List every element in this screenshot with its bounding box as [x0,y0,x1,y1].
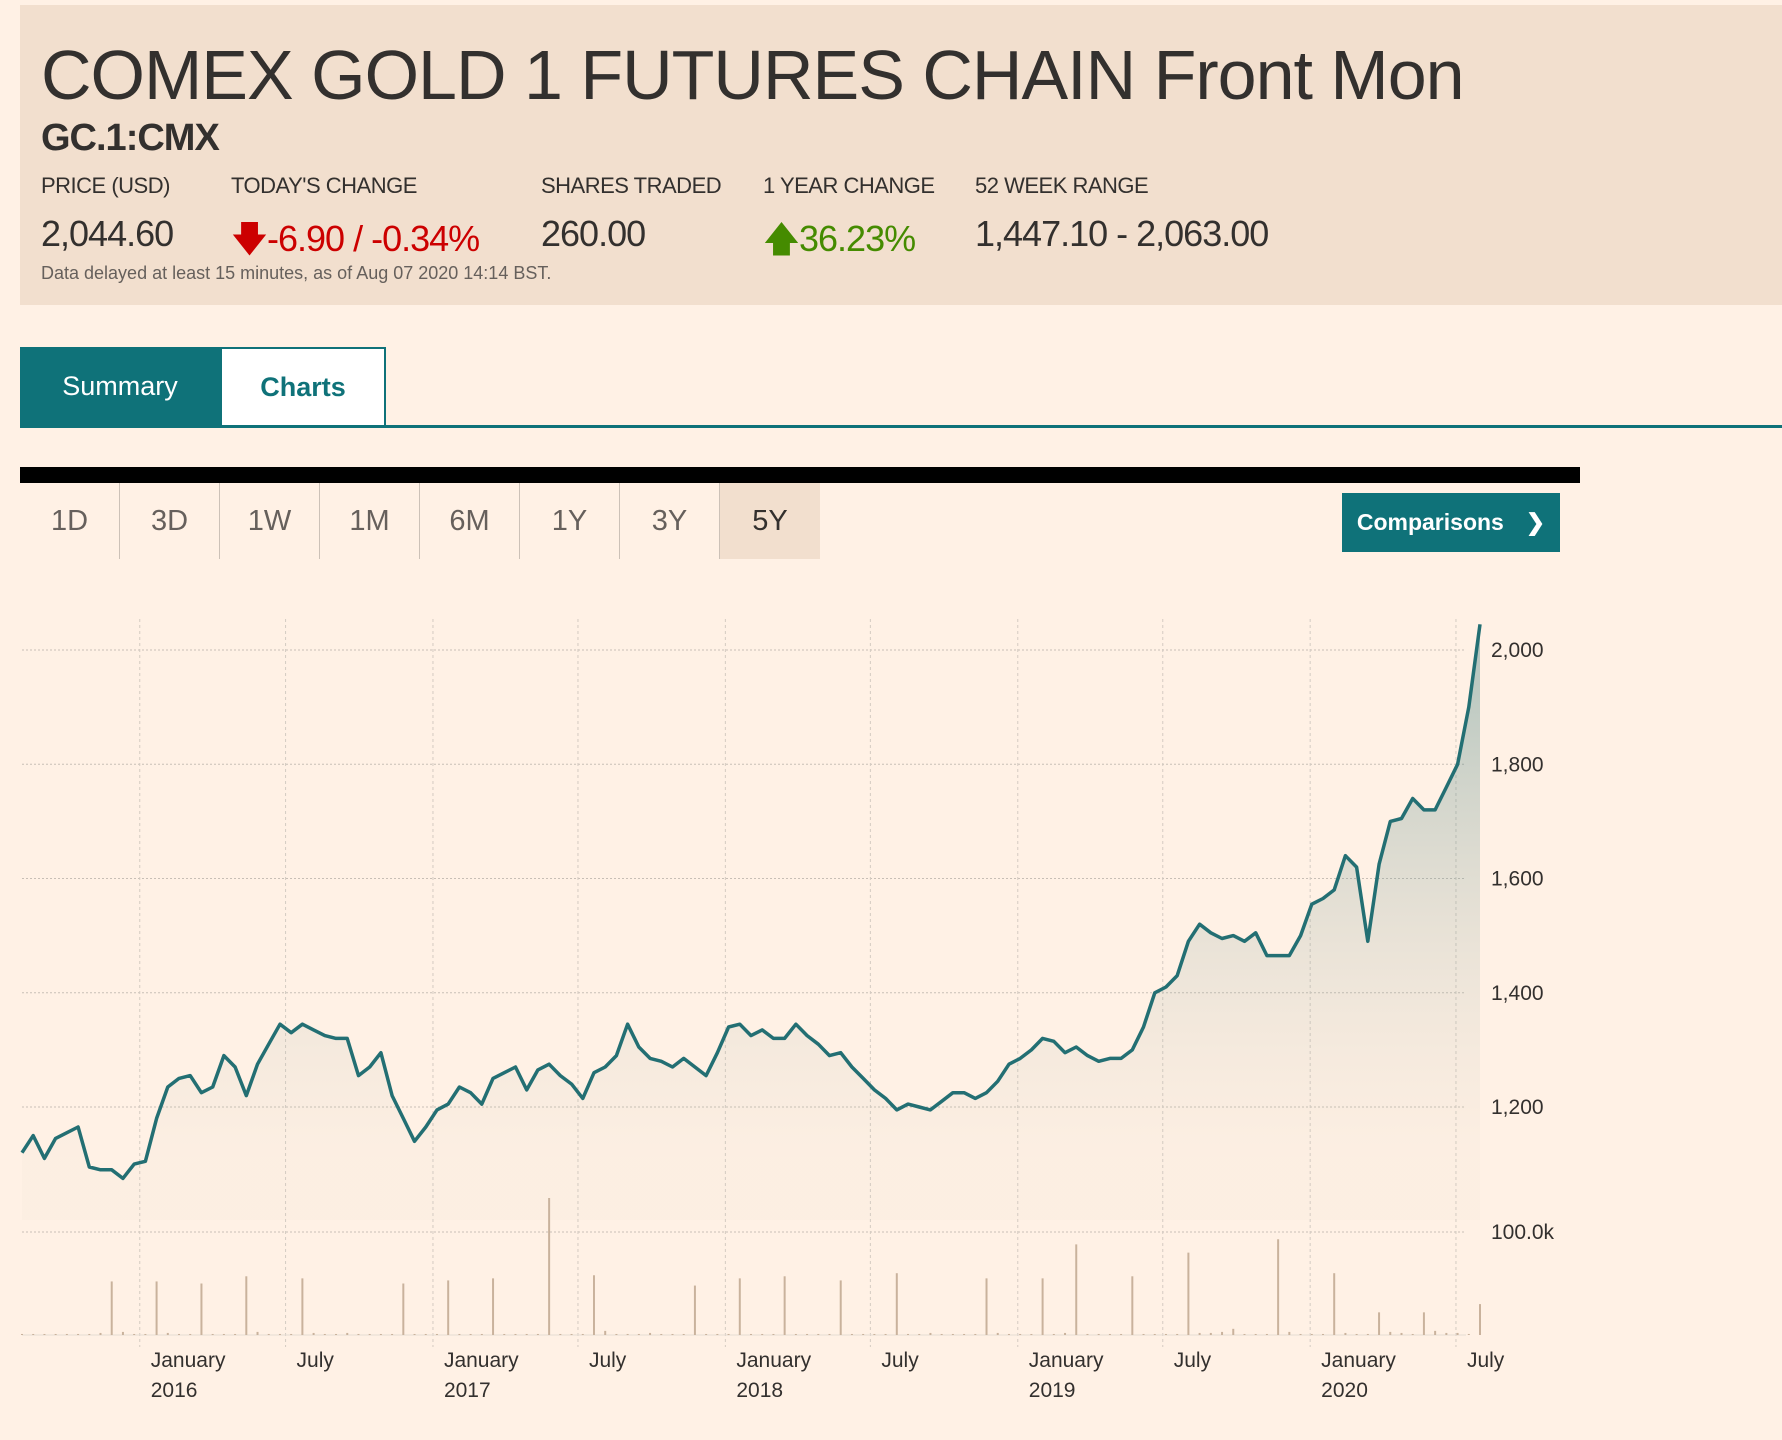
y-tick-label: 1,400 [1491,982,1544,1005]
stat-value: 36.23% [799,218,916,259]
period-1m[interactable]: 1M [320,483,420,559]
period-3y[interactable]: 3Y [620,483,720,559]
x-tick-label: July [881,1349,919,1372]
tab-underline [20,425,1782,428]
period-5y[interactable]: 5Y [720,483,820,559]
data-delay-note: Data delayed at least 15 minutes, as of … [41,263,552,283]
price-chart[interactable]: 1,200 1,400 1,600 1,800 2,000 100.0k January 20… [0,600,1782,1440]
period-selector: 1D 3D 1W 1M 6M 1Y 3Y 5Y [20,483,820,559]
y-tick-label: 1,800 [1491,753,1544,776]
arrow-up-icon: 🡅 [763,218,800,259]
period-1d[interactable]: 1D [20,483,120,559]
x-tick-label: January [736,1349,811,1372]
y-tick-label: 2,000 [1491,639,1544,662]
stat-1-year-change: 1 YEAR CHANGE 🡅36.23% [763,173,935,274]
x-tick-year-label: 2020 [1321,1379,1368,1402]
chart-toolbar-bar [20,467,1580,483]
stat-value: 260.00 [541,213,646,254]
stat-label: TODAY'S CHANGE [231,173,417,198]
stat-label: 52 WEEK RANGE [975,173,1149,198]
x-tick-year-label: 2019 [1029,1379,1076,1402]
page-title: COMEX GOLD 1 FUTURES CHAIN Front Mon [41,36,1465,114]
arrow-down-icon: 🡇 [231,218,268,259]
x-tick-label: July [1467,1349,1505,1372]
x-tick-label: January [444,1349,519,1372]
quote-header: COMEX GOLD 1 FUTURES CHAIN Front Mon GC.… [20,5,1782,305]
stat-52-week-range: 52 WEEK RANGE 1,447.10 - 2,063.00 [975,173,1269,255]
stat-value: 2,044.60 [41,213,174,254]
x-tick-label: July [589,1349,627,1372]
x-tick-year-label: 2018 [736,1379,783,1402]
x-tick-label: January [1321,1349,1396,1372]
stat-shares-traded: SHARES TRADED 260.00 [541,173,722,255]
tab-summary[interactable]: Summary [20,347,220,426]
stat-label: 1 YEAR CHANGE [763,173,935,198]
stat-label: SHARES TRADED [541,173,722,198]
x-tick-label: January [1029,1349,1104,1372]
period-1y[interactable]: 1Y [520,483,620,559]
y-tick-label: 1,600 [1491,868,1544,891]
period-6m[interactable]: 6M [420,483,520,559]
stat-label: PRICE (USD) [41,173,170,198]
period-1w[interactable]: 1W [220,483,320,559]
x-tick-label: July [1174,1349,1212,1372]
chevron-right-icon: ❯ [1525,509,1546,535]
price-area-fill [22,624,1480,1220]
stat-value: 1,447.10 - 2,063.00 [975,213,1269,254]
tab-charts[interactable]: Charts [220,347,386,426]
stat-value: -6.90 / -0.34% [267,218,480,259]
volume-tick-label: 100.0k [1491,1221,1555,1244]
x-tick-year-label: 2017 [444,1379,491,1402]
comparisons-label: Comparisons [1356,509,1504,535]
x-tick-label: July [297,1349,335,1372]
period-3d[interactable]: 3D [120,483,220,559]
comparisons-button[interactable]: Comparisons ❯ [1342,493,1560,552]
x-tick-label: January [151,1349,226,1372]
x-tick-year-label: 2016 [151,1379,198,1402]
y-tick-label: 1,200 [1491,1096,1544,1119]
stat-todays-change: TODAY'S CHANGE 🡇-6.90 / -0.34% [231,173,480,274]
stat-price: PRICE (USD) 2,044.60 [41,173,174,255]
ticker-symbol: GC.1:CMX [41,117,220,159]
